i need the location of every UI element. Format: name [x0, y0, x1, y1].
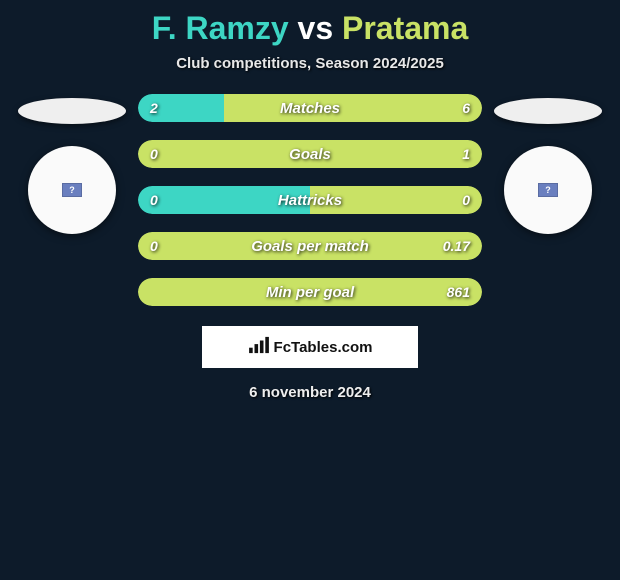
stat-value-right: 0 — [462, 192, 470, 208]
title-vs: vs — [298, 10, 334, 46]
root: F. Ramzy vs Pratama Club competitions, S… — [0, 0, 620, 401]
stat-fill-right — [224, 94, 482, 122]
stat-value-right: 0.17 — [443, 238, 470, 254]
stat-value-right: 861 — [447, 284, 470, 300]
left-player-column: ? — [18, 94, 126, 234]
brand-text: FcTables.com — [274, 339, 373, 356]
title-player1: F. Ramzy — [152, 10, 289, 46]
stat-label: Goals per match — [251, 238, 369, 255]
stat-row: 0 1 Goals — [138, 140, 482, 168]
page-title: F. Ramzy vs Pratama — [0, 10, 620, 47]
stat-value-left: 0 — [150, 192, 158, 208]
stat-row: 0 0.17 Goals per match — [138, 232, 482, 260]
stat-row: 2 6 Matches — [138, 94, 482, 122]
club-badge-right-inner: ? — [538, 183, 558, 197]
stat-label: Goals — [289, 146, 331, 163]
club-badge-left-inner: ? — [62, 183, 82, 197]
club-badge-right: ? — [504, 146, 592, 234]
subtitle: Club competitions, Season 2024/2025 — [0, 55, 620, 72]
comparison-row: ? 2 6 Matches 0 1 Goals 0 0 Hattricks 0 0.17 Goals … — [0, 94, 620, 306]
stats-panel: 2 6 Matches 0 1 Goals 0 0 Hattricks 0 0.17 Goals pe… — [138, 94, 482, 306]
right-player-column: ? — [494, 94, 602, 234]
stat-row: 0 0 Hattricks — [138, 186, 482, 214]
flag-right — [494, 98, 602, 124]
stat-label: Hattricks — [278, 192, 342, 209]
flag-left — [18, 98, 126, 124]
generated-date: 6 november 2024 — [0, 384, 620, 401]
stat-row: 861 Min per goal — [138, 278, 482, 306]
stat-label: Min per goal — [266, 284, 354, 301]
stat-value-right: 1 — [462, 146, 470, 162]
stat-value-right: 6 — [462, 100, 470, 116]
brand-chart-icon — [248, 336, 270, 358]
title-player2: Pratama — [342, 10, 468, 46]
brand-banner: FcTables.com — [202, 326, 418, 368]
stat-value-left: 0 — [150, 238, 158, 254]
stat-label: Matches — [280, 100, 340, 117]
club-badge-left: ? — [28, 146, 116, 234]
stat-value-left: 0 — [150, 146, 158, 162]
stat-value-left: 2 — [150, 100, 158, 116]
